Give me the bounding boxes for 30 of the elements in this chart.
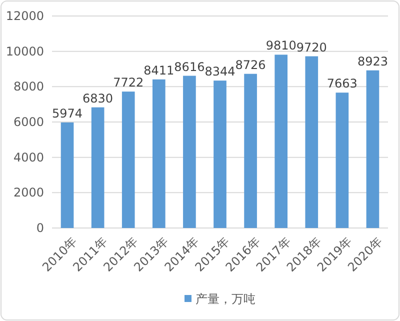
data-label: 5974 [52,106,83,120]
legend-label: 产量，万吨 [196,292,256,306]
data-label: 8726 [235,58,266,72]
y-tick-label: 6000 [13,115,44,129]
bar [122,92,135,228]
y-tick-label: 4000 [13,150,44,164]
data-label: 9720 [296,40,327,54]
data-label: 8616 [174,60,205,74]
data-label: 6830 [82,91,114,106]
y-tick-label: 8000 [13,80,44,94]
data-label: 7722 [113,76,144,90]
bar [244,74,257,228]
bar [183,76,196,228]
bar [152,79,166,228]
y-tick-label: 10000 [6,44,44,58]
bar [91,107,104,228]
data-label: 7663 [326,76,358,91]
bar [214,80,226,228]
data-label: 8344 [204,64,236,79]
y-tick-label: 0 [36,221,44,235]
bar [305,56,318,228]
y-tick-label: 2000 [13,186,44,200]
data-label: 8411 [144,63,174,78]
bar [60,122,74,228]
bar [336,92,349,228]
data-label: 8923 [357,54,388,68]
data-label: 9810 [266,38,296,53]
bar [366,70,380,228]
y-tick-label: 12000 [6,9,44,23]
bar [274,54,288,228]
